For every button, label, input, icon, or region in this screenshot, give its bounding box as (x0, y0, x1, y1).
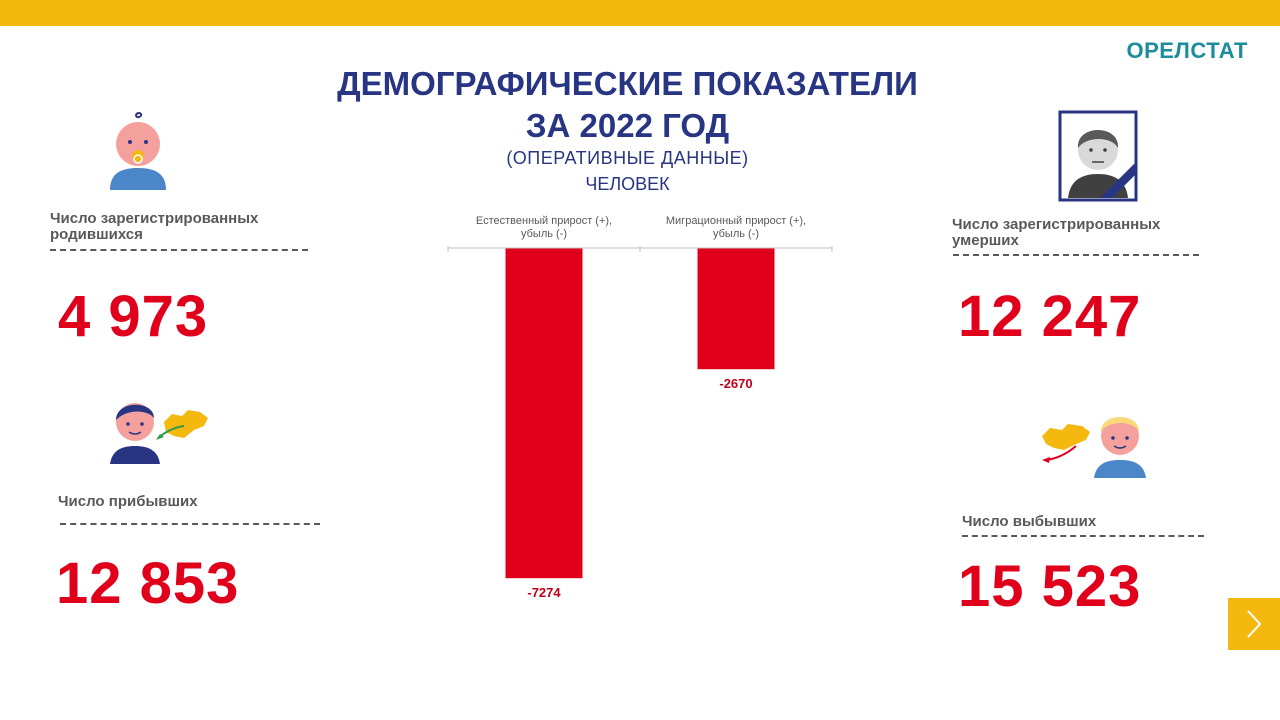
departures-value: 15 523 (958, 554, 1142, 619)
baby-icon (108, 110, 168, 197)
deaths-value: 12 247 (958, 284, 1142, 349)
data-label: -7274 (527, 585, 561, 600)
chevron-right-icon (1247, 610, 1262, 638)
page-subtitle: (ОПЕРАТИВНЫЕ ДАННЫЕ) (506, 148, 749, 168)
category-label: убыль (-) (521, 228, 567, 240)
births-label-line2: родившихся (50, 226, 143, 243)
unit-label: ЧЕЛОВЕК (585, 174, 670, 194)
arrivals-value: 12 853 (56, 551, 240, 616)
page-title-line1: ДЕМОГРАФИЧЕСКИЕ ПОКАЗАТЕЛИ (337, 65, 918, 102)
arriving-person-icon (108, 396, 212, 471)
deaths-label-line1: Число зарегистрированных (952, 216, 1161, 233)
category-label: Естественный прирост (+), (476, 215, 612, 227)
departures-label: Число выбывших (962, 513, 1097, 530)
arrivals-label: Число прибывших (58, 493, 198, 510)
bar (697, 248, 775, 370)
births-label-line1: Число зарегистрированных (50, 210, 259, 227)
bar (505, 248, 583, 579)
arrivals-divider (60, 523, 320, 525)
deaths-divider (953, 254, 1199, 256)
deaths-label-line2: умерших (952, 232, 1019, 249)
next-slide-button[interactable] (1228, 598, 1280, 650)
page-title-line2: ЗА 2022 ГОД (525, 107, 730, 144)
top-accent-bar (0, 0, 1280, 26)
org-name: ОРЕЛСТАТ (1126, 38, 1248, 63)
births-value: 4 973 (58, 284, 209, 349)
category-label: Миграционный прирост (+), (666, 215, 806, 227)
data-label: -2670 (719, 376, 752, 391)
balance-bar-chart: Естественный прирост (+),убыль (-)-7274М… (447, 215, 833, 600)
births-divider (50, 249, 308, 251)
category-label: убыль (-) (713, 228, 759, 240)
departures-divider (962, 535, 1204, 537)
mourning-portrait-icon (1058, 110, 1138, 207)
departing-person-icon (1038, 406, 1148, 485)
